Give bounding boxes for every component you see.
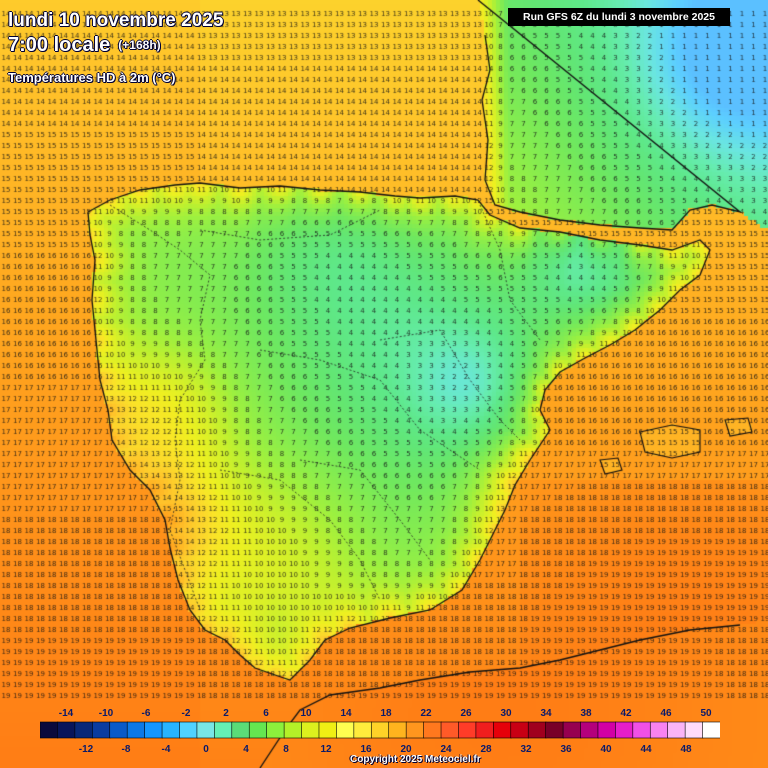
legend-color-cell (545, 721, 564, 739)
forecast-time: 7:00 locale (+168h) (8, 34, 161, 57)
legend-color-cell (318, 721, 338, 739)
legend-color-cell (423, 721, 442, 739)
legend-color-cell (684, 721, 704, 739)
legend-color-cell (179, 721, 198, 739)
legend-top-label: 18 (380, 708, 392, 719)
legend-color-cell (161, 721, 181, 739)
legend-color-cell (475, 721, 495, 739)
legend-top-label: 14 (340, 708, 352, 719)
legend-color-cell (458, 721, 477, 739)
legend-color-cell (40, 721, 59, 739)
legend-top-label: 50 (700, 708, 712, 719)
legend-color-cell (214, 721, 233, 739)
legend-bottom-label: 40 (600, 744, 612, 755)
copyright: Copyright 2025 Meteociel.fr (350, 754, 481, 765)
legend-color-cell (283, 721, 303, 739)
legend-bottom-label: -12 (79, 744, 94, 755)
parameter-title: Températures HD à 2m (°C) (8, 70, 176, 85)
legend-top-label: 46 (660, 708, 672, 719)
legend-bottom-label: 36 (560, 744, 572, 755)
legend-bottom-label: 4 (243, 744, 249, 755)
legend-bottom-label: 28 (480, 744, 492, 755)
legend-bottom-label: 24 (440, 744, 452, 755)
legend-color-cell (527, 721, 547, 739)
legend-color-cell (248, 721, 268, 739)
legend-bottom-label: 0 (203, 744, 209, 755)
legend-top-label: 10 (300, 708, 312, 719)
forecast-date: lundi 10 novembre 2025 (8, 10, 224, 31)
legend-top-label: -10 (99, 708, 114, 719)
legend-top-label: 2 (223, 708, 229, 719)
legend-color-cell (370, 721, 390, 739)
legend-color-cell (144, 721, 163, 739)
legend-top-label: 26 (460, 708, 472, 719)
legend-color-cell (109, 721, 128, 739)
legend-color-cell (231, 721, 251, 739)
legend-color-cell (580, 721, 599, 739)
legend-top-label: -2 (182, 708, 191, 719)
legend-bottom-label: -8 (122, 744, 131, 755)
legend-color-cell (615, 721, 634, 739)
legend-top-label: 34 (540, 708, 552, 719)
legend-color-cell (196, 721, 216, 739)
legend-color-cell (702, 721, 720, 739)
legend-color-cell (562, 721, 582, 739)
legend-color-cell (266, 721, 285, 739)
legend-bottom-label: 48 (680, 744, 692, 755)
legend-bottom-label: 8 (283, 744, 289, 755)
lead-time: (+168h) (118, 38, 161, 52)
legend-color-cell (440, 721, 460, 739)
legend-bottom-label: 20 (400, 744, 412, 755)
legend-top-label: -6 (142, 708, 151, 719)
legend-color-cell (510, 721, 530, 739)
legend-color-cell (336, 721, 355, 739)
legend-top-label: 30 (500, 708, 512, 719)
legend-bottom-label: -4 (162, 744, 171, 755)
legend-color-cell (126, 721, 146, 739)
legend-top-label: 38 (580, 708, 592, 719)
legend-color-cell (493, 721, 512, 739)
legend-color-cell (405, 721, 425, 739)
legend-color-cell (92, 721, 111, 739)
legend-top-label: 42 (620, 708, 632, 719)
legend-color-cell (301, 721, 320, 739)
legend-bottom-label: 16 (360, 744, 372, 755)
legend-color-cell (353, 721, 373, 739)
legend-color-cell (74, 721, 94, 739)
forecast-time-label: 7:00 locale (8, 34, 111, 56)
legend-color-cell (667, 721, 686, 739)
legend-top-label: 22 (420, 708, 432, 719)
legend-color-cell (649, 721, 669, 739)
legend-bottom-label: 12 (320, 744, 332, 755)
legend-color-cell (57, 721, 76, 739)
legend-bottom-label: 44 (640, 744, 652, 755)
legend-color-cell (632, 721, 652, 739)
legend-top-label: 6 (263, 708, 269, 719)
legend-top-label: -14 (59, 708, 74, 719)
color-scale-legend: -14 -10 -6 -2 2 6 10 14 18 22 26 30 34 38 42 46 50-12 -8-… (40, 708, 720, 755)
legend-bottom-label: 32 (520, 744, 532, 755)
legend-color-cell (388, 721, 407, 739)
run-info-box: Run GFS 6Z du lundi 3 novembre 2025 (508, 8, 730, 26)
legend-color-cell (597, 721, 617, 739)
